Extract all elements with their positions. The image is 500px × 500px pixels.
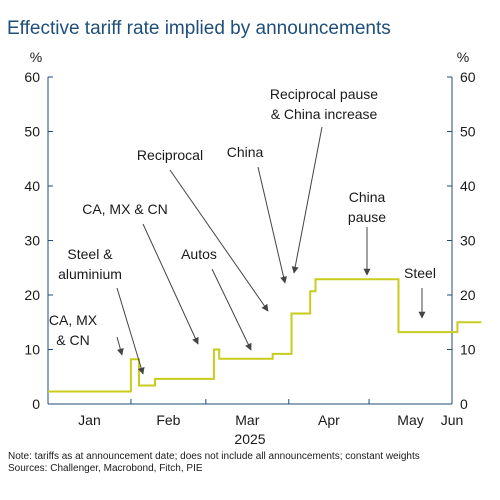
annotation-label: CA, MX & CN [49, 312, 98, 348]
y-tick-label-left: 50 [24, 124, 40, 140]
annotation-label: Steel & aluminium [58, 246, 122, 282]
y-tick-label-right: 20 [460, 287, 476, 303]
y-tick-label-left: 10 [24, 342, 40, 358]
x-tick-label: Apr [318, 412, 340, 428]
y-tick-label-right: 50 [460, 124, 476, 140]
y-tick-label-left: 30 [24, 233, 40, 249]
y-tick-label-left: 20 [24, 287, 40, 303]
x-tick-label: May [397, 412, 423, 428]
y-tick-label-left: 0 [32, 396, 40, 412]
x-tick-label: Mar [235, 412, 259, 428]
annotation-label: Steel [404, 265, 436, 281]
y-tick-label-right: 10 [460, 342, 476, 358]
y-tick-label-right: 60 [460, 69, 476, 85]
y-tick-label-right: 40 [460, 178, 476, 194]
annotation-arrow [169, 169, 269, 312]
chart-title: Effective tariff rate implied by announc… [7, 18, 391, 39]
annotation-arrow [257, 166, 287, 284]
y-tick-label-left: 60 [24, 69, 40, 85]
sources-text: Sources: Challenger, Macrobond, Fitch, P… [8, 463, 203, 474]
annotation-arrow [116, 287, 145, 375]
x-tick-label: Jun [441, 412, 464, 428]
y-tick-label-left: 40 [24, 178, 40, 194]
annotation-label: Reciprocal pause & China increase [270, 86, 378, 122]
x-year-label: 2025 [234, 431, 265, 447]
annotation-label: China pause [348, 189, 386, 225]
y-unit-right: % [457, 49, 469, 65]
annotation-arrow [142, 223, 199, 345]
annotation-label: Reciprocal [137, 147, 203, 163]
annotation-label: China [227, 144, 264, 160]
annotation-arrow [116, 336, 124, 356]
y-unit-left: % [30, 49, 42, 65]
annotation-arrow [211, 268, 252, 351]
annotation-label: CA, MX & CN [82, 201, 168, 217]
note-text: Note: tariffs as at announcement date; d… [8, 451, 420, 462]
chart-notes: Note: tariffs as at announcement date; d… [8, 451, 420, 475]
y-tick-label-right: 30 [460, 233, 476, 249]
x-tick-label: Feb [156, 412, 180, 428]
y-tick-label-right: 0 [460, 396, 468, 412]
tariff-rate-line [48, 278, 482, 393]
annotation-arrow [291, 126, 323, 274]
x-tick-label: Jan [78, 412, 101, 428]
annotation-label: Autos [181, 246, 217, 262]
